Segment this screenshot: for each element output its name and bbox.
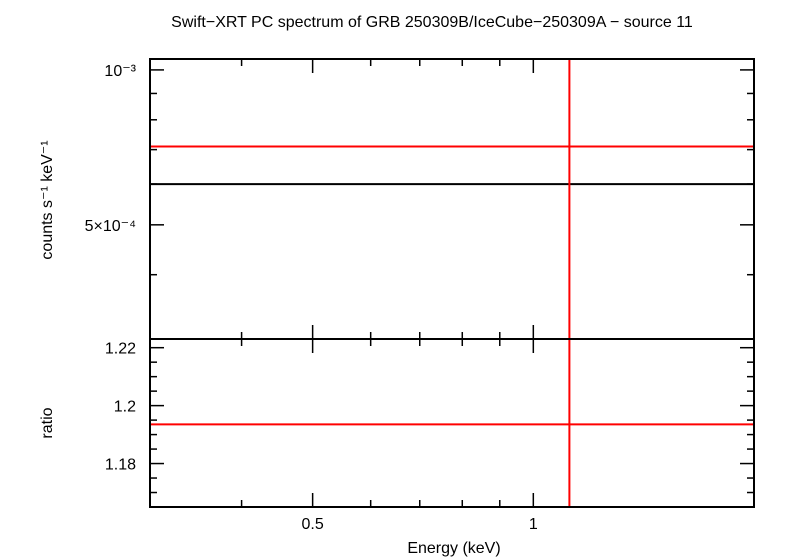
ratio-y-axis-label: ratio <box>39 407 56 438</box>
spectrum-y-tick-label: 5×10⁻⁴ <box>85 218 136 235</box>
ratio-y-tick-label: 1.2 <box>114 399 136 416</box>
plot-panels: 10⁻³ 5×10⁻⁴ 1.18 1.2 1.22 0.5 1 <box>85 58 755 533</box>
ratio-y-tick-label: 1.18 <box>105 457 136 474</box>
chart-title: Swift−XRT PC spectrum of GRB 250309B/Ice… <box>171 14 693 31</box>
x-tick-label: 0.5 <box>302 516 324 533</box>
spectrum-panel-frame <box>149 58 755 340</box>
ratio-y-tick-label: 1.22 <box>105 341 136 358</box>
x-axis-label: Energy (keV) <box>407 540 500 557</box>
ratio-panel-frame <box>149 338 755 508</box>
spectrum-y-tick-label: 10⁻³ <box>104 63 136 80</box>
x-tick-label: 1 <box>529 516 538 533</box>
spectrum-y-axis-label: counts s⁻¹ keV⁻¹ <box>39 140 56 259</box>
